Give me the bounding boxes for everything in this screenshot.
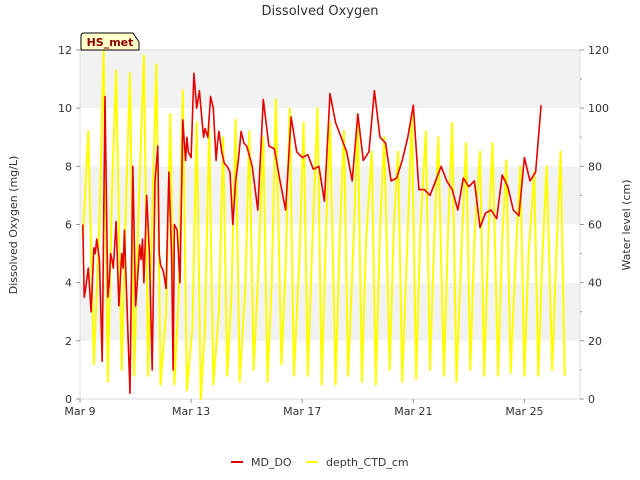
y-left-tick-label: 10 <box>58 102 72 115</box>
series-line-md-do <box>82 72 542 395</box>
legend-label-md-do: MD_DO <box>251 456 292 469</box>
x-axis-ticks: Mar 9 Mar 13 Mar 17 Mar 21 Mar 25 <box>64 399 544 418</box>
y-axis-right-ticks: 0 20 40 60 80 100 120 <box>580 44 609 406</box>
y-left-tick-label: 0 <box>65 393 72 406</box>
x-tick-label: Mar 21 <box>394 405 432 418</box>
y-right-tick-label: 0 <box>588 393 595 406</box>
chart-title: Dissolved Oxygen <box>262 4 379 19</box>
x-tick-label: Mar 25 <box>505 405 543 418</box>
x-tick-label: Mar 13 <box>172 405 210 418</box>
site-label: HS_met <box>87 36 134 49</box>
y-right-tick-label: 20 <box>588 335 602 348</box>
y-right-tick-label: 80 <box>588 160 602 173</box>
y-right-tick-label: 100 <box>588 102 609 115</box>
y-axis-left-label: Dissolved Oxygen (mg/L) <box>7 156 20 295</box>
y-right-tick-label: 120 <box>588 44 609 57</box>
site-label-box: HS_met <box>80 32 140 51</box>
x-tick-label: Mar 17 <box>283 405 321 418</box>
grid-band <box>80 340 580 399</box>
grid-band <box>80 282 580 341</box>
y-left-tick-label: 2 <box>65 335 72 348</box>
y-right-tick-label: 60 <box>588 219 602 232</box>
y-left-tick-label: 8 <box>65 160 72 173</box>
y-right-tick-label: 40 <box>588 277 602 290</box>
y-left-tick-label: 12 <box>58 44 72 57</box>
y-left-tick-label: 4 <box>65 277 72 290</box>
series-layer <box>81 49 566 400</box>
series-line-depth-ctd-cm <box>81 49 566 400</box>
y-axis-right-label: Water level (cm) <box>620 179 633 270</box>
x-tick-label: Mar 9 <box>64 405 95 418</box>
y-axis-left-ticks: 0 2 4 6 8 10 12 <box>58 44 80 406</box>
legend-label-depth: depth_CTD_cm <box>326 456 409 469</box>
y-left-tick-label: 6 <box>65 219 72 232</box>
legend: MD_DO depth_CTD_cm <box>231 456 409 469</box>
site-label-bg <box>80 32 140 51</box>
